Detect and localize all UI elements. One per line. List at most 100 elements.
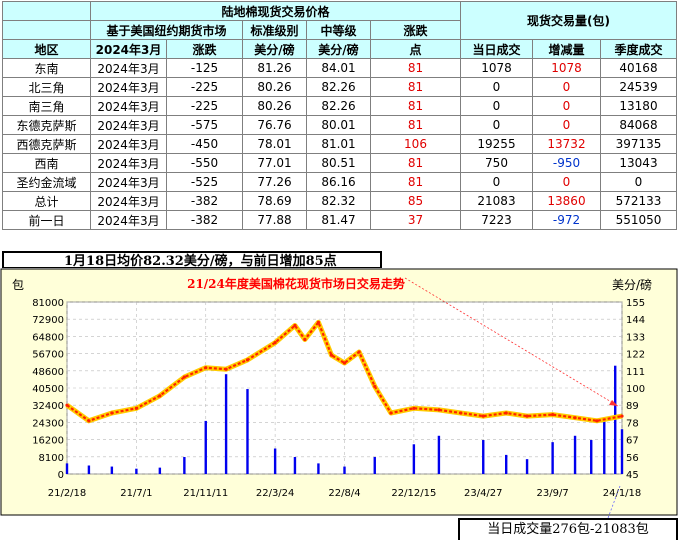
- x-tick: 22/12/15: [391, 488, 436, 499]
- y-right-tick: 144: [626, 315, 645, 326]
- y-left-tick: 16200: [32, 436, 64, 447]
- y-left-tick: 56700: [32, 350, 64, 361]
- volume-bar: [87, 465, 91, 474]
- cell-standard: 77.26: [242, 172, 307, 192]
- cell-daily: 0: [460, 115, 533, 135]
- y-right-tick: 45: [626, 470, 639, 481]
- cell-middle: 80.01: [306, 115, 371, 135]
- volume-bar: [158, 467, 162, 474]
- y-left-tick: 48600: [32, 367, 64, 378]
- average-price-note: 1月18日均价82.32美分/磅，与前日增加85点: [2, 251, 382, 269]
- cell-season: 13043: [600, 153, 677, 173]
- y-left-tick: 32400: [32, 401, 64, 412]
- cell-contract: 2024年3月: [90, 153, 167, 173]
- y-right-tick: 155: [626, 298, 645, 309]
- cell-season: 24539: [600, 77, 677, 97]
- cell-contract: 2024年3月: [90, 77, 167, 97]
- price-point: [224, 367, 228, 371]
- x-tick: 24/1/18: [603, 488, 642, 499]
- price-point: [204, 366, 208, 370]
- cell-points: 37: [370, 210, 461, 230]
- cell-contract: 2024年3月: [90, 172, 167, 192]
- cell-region: 西德克萨斯: [2, 134, 91, 154]
- cell-delta: 0: [532, 96, 601, 116]
- cell-middle: 86.16: [306, 172, 371, 192]
- cell-daily: 21083: [460, 191, 533, 211]
- spot-price-table: 陆地棉现货交易价格 现货交易量(包) 基于美国纽约期货市场 标准级别 中等级 涨…: [2, 1, 677, 230]
- volume-bar: [65, 463, 69, 474]
- basis-header: 基于美国纽约期货市场: [90, 20, 243, 40]
- y-right-tick: 133: [626, 332, 645, 343]
- price-point: [504, 411, 508, 415]
- col-daily: 当日成交: [460, 39, 533, 59]
- volume-title: 现货交易量(包): [460, 1, 677, 40]
- cell-daily: 0: [460, 172, 533, 192]
- price-point: [551, 412, 555, 417]
- cell-contract: 2024年3月: [90, 58, 167, 78]
- volume-bar: [317, 463, 320, 474]
- cell-region: 圣约金流域: [2, 172, 91, 192]
- table-row: 西德克萨斯 2024年3月 -450 78.01 81.01 106 19255 13732 3…: [2, 134, 677, 154]
- cell-standard: 77.01: [242, 153, 307, 173]
- price-point: [595, 419, 599, 423]
- cell-season: 84068: [600, 115, 677, 135]
- price-point: [373, 384, 377, 389]
- cell-contract: 2024年3月: [90, 96, 167, 116]
- y-right-tick: 89: [626, 401, 639, 412]
- price-point: [342, 361, 347, 365]
- cell-basis-change: -450: [166, 134, 243, 154]
- y-left-tick: 64800: [32, 332, 64, 343]
- col-basis-change: 涨跌: [166, 39, 243, 59]
- cell-delta: -972: [532, 210, 601, 230]
- cell-points: 81: [370, 77, 461, 97]
- price-point: [620, 414, 624, 418]
- price-point: [481, 414, 485, 418]
- x-tick: 22/8/4: [328, 488, 360, 499]
- change-header: 涨跌: [370, 20, 461, 40]
- cell-contract: 2024年3月: [90, 115, 167, 135]
- price-point: [329, 353, 334, 357]
- volume-bar: [343, 466, 346, 474]
- y-right-tick: 111: [626, 367, 645, 378]
- volume-bar: [293, 457, 297, 474]
- col-middle: 美分/磅: [306, 39, 371, 59]
- cell-standard: 78.69: [242, 191, 307, 211]
- cell-region: 东德克萨斯: [2, 115, 91, 135]
- cell-basis-change: -225: [166, 96, 243, 116]
- cell-region: 前一日: [2, 210, 91, 230]
- volume-bar: [525, 459, 529, 474]
- col-season: 季度成交: [600, 39, 677, 59]
- price-point: [134, 406, 138, 410]
- price-point: [573, 416, 577, 420]
- volume-bar: [135, 468, 138, 474]
- volume-bar: [437, 435, 441, 474]
- cell-points: 81: [370, 58, 461, 78]
- volume-bar: [505, 454, 508, 474]
- cell-basis-change: -525: [166, 172, 243, 192]
- cell-middle: 80.51: [306, 153, 371, 173]
- corner-blank: [2, 20, 91, 40]
- pointer-line: [404, 277, 619, 407]
- cell-middle: 84.01: [306, 58, 371, 78]
- volume-bar: [110, 466, 114, 474]
- cell-basis-change: -125: [166, 58, 243, 78]
- volume-bar: [482, 440, 485, 474]
- price-point: [245, 358, 250, 362]
- col-contract: 2024年3月: [90, 39, 167, 59]
- y-left-title: 包: [12, 278, 24, 292]
- volume-bar: [412, 444, 416, 474]
- y-left-tick: 8100: [39, 453, 64, 464]
- cell-points: 85: [370, 191, 461, 211]
- cell-daily: 750: [460, 153, 533, 173]
- cell-region: 东南: [2, 58, 91, 78]
- cell-points: 106: [370, 134, 461, 154]
- y-left-tick: 24300: [32, 418, 64, 429]
- price-point: [65, 403, 69, 407]
- y-right-tick: 67: [626, 436, 639, 447]
- middle-header: 中等级: [306, 20, 371, 40]
- cell-daily: 0: [460, 77, 533, 97]
- y-right-tick: 122: [626, 350, 645, 361]
- cell-region: 西南: [2, 153, 91, 173]
- volume-bar: [204, 420, 207, 474]
- price-point: [412, 406, 416, 410]
